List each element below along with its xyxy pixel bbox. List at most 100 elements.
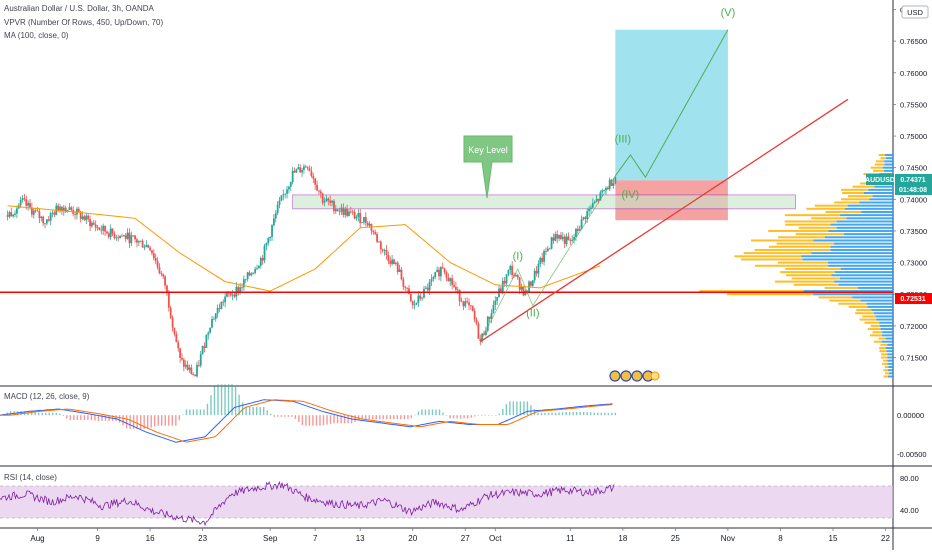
macd-histogram-bar — [435, 409, 437, 416]
candle-body — [409, 294, 412, 302]
candle-body — [535, 270, 538, 274]
candle-body — [289, 182, 292, 187]
macd-histogram-bar — [101, 415, 103, 421]
candle-body — [404, 286, 407, 288]
volume-bar-down — [825, 210, 862, 213]
candle-body — [336, 209, 339, 211]
candle-body — [8, 212, 11, 217]
last-price-tag: AUDUSD 0.74371 01:48:08 — [865, 174, 932, 195]
candle-body — [117, 237, 120, 239]
support-price-tag: 0.72531 — [895, 293, 932, 304]
candle-body — [91, 222, 93, 227]
candle-body — [224, 296, 227, 303]
volume-bar-up — [803, 290, 893, 293]
macd-histogram-bar — [604, 412, 606, 416]
macd-histogram-bar — [287, 415, 290, 417]
currency-badge[interactable]: USD — [901, 5, 929, 19]
volume-bar-up — [801, 255, 893, 258]
candle-body — [316, 184, 318, 191]
candle-body — [190, 367, 193, 375]
candle-body — [306, 167, 309, 169]
candle-body — [561, 236, 564, 240]
candle-body — [460, 301, 463, 303]
volume-bar-down — [814, 204, 848, 207]
candle-body — [558, 234, 560, 239]
macd-histogram-bar — [375, 415, 377, 420]
candle-body — [310, 171, 313, 176]
wave-count-line — [479, 175, 616, 342]
volume-bar-up — [884, 160, 893, 163]
symbol-tag-box — [866, 174, 894, 185]
volume-bar-down — [784, 214, 841, 217]
candle-body — [124, 235, 127, 239]
macd-histogram-bar — [210, 395, 212, 416]
candle-body — [241, 287, 243, 289]
candle-body — [593, 201, 596, 204]
candle-body — [479, 338, 482, 341]
ma-legend: MA (100, close, 0) — [4, 31, 69, 40]
candle-body — [473, 310, 476, 320]
candle-body — [154, 258, 157, 261]
chart-title: Australian Dollar / U.S. Dollar, 3h, OAN… — [4, 4, 154, 13]
candle-body — [291, 170, 294, 183]
candle-body — [147, 244, 150, 248]
macd-histogram-bar — [488, 415, 490, 416]
economic-events[interactable] — [609, 370, 660, 382]
candle-body — [64, 207, 67, 213]
candle-body — [299, 167, 302, 173]
candle-body — [454, 286, 457, 290]
candle-body — [565, 236, 568, 245]
macd-histogram-bar — [463, 415, 465, 419]
macd-histogram-bar — [213, 386, 216, 416]
candle-body — [434, 271, 437, 277]
candle-body — [134, 235, 136, 240]
candle-body — [490, 313, 493, 319]
candle-body — [250, 273, 253, 276]
macd-histogram-bar — [294, 415, 297, 419]
rsi-tick-label: 80.00 — [900, 474, 919, 483]
event-flag-icon[interactable] — [620, 370, 632, 382]
volume-bar-up — [802, 258, 893, 261]
volume-bar-up — [887, 353, 893, 356]
candle-body — [259, 258, 262, 266]
volume-bar-down — [870, 166, 883, 169]
candle-body — [578, 229, 581, 231]
candle-body — [30, 207, 33, 215]
volume-bar-up — [828, 229, 893, 232]
candle-body — [158, 267, 161, 274]
last-price-box — [895, 174, 932, 195]
volume-bar-down — [838, 302, 867, 305]
candle-body — [569, 240, 572, 242]
event-flag-icon[interactable] — [631, 370, 643, 382]
macd-histogram-bar — [484, 415, 486, 416]
candle-body — [550, 237, 553, 249]
candle-body — [175, 334, 178, 343]
macd-histogram-bar — [354, 415, 356, 422]
candle-body — [173, 327, 176, 335]
key-level-callout[interactable]: Key Level — [463, 135, 513, 199]
volume-bar-down — [798, 226, 837, 229]
candle-body — [119, 235, 121, 239]
candle-body — [139, 240, 142, 242]
candle-body — [464, 301, 467, 307]
macd-histogram-bar — [575, 411, 578, 416]
candle-body — [546, 248, 549, 252]
macd-histogram-bar — [551, 412, 553, 416]
event-earnings-icon[interactable] — [650, 371, 660, 381]
macd-histogram-bar — [452, 415, 455, 419]
candle-body — [121, 235, 123, 237]
macd-histogram-bar — [34, 412, 36, 416]
candle-body — [496, 297, 499, 301]
candle-body — [614, 177, 617, 184]
candle-body — [466, 301, 469, 303]
volume-bar-up — [888, 366, 893, 369]
candle-body — [340, 207, 343, 212]
volume-bar-down — [848, 305, 868, 308]
candle-body — [229, 293, 232, 296]
candle-body — [126, 232, 129, 239]
macd-histogram-bar — [438, 409, 441, 416]
candle-body — [85, 215, 88, 221]
event-flag-icon[interactable] — [609, 370, 621, 382]
volume-bar-down — [883, 375, 888, 378]
